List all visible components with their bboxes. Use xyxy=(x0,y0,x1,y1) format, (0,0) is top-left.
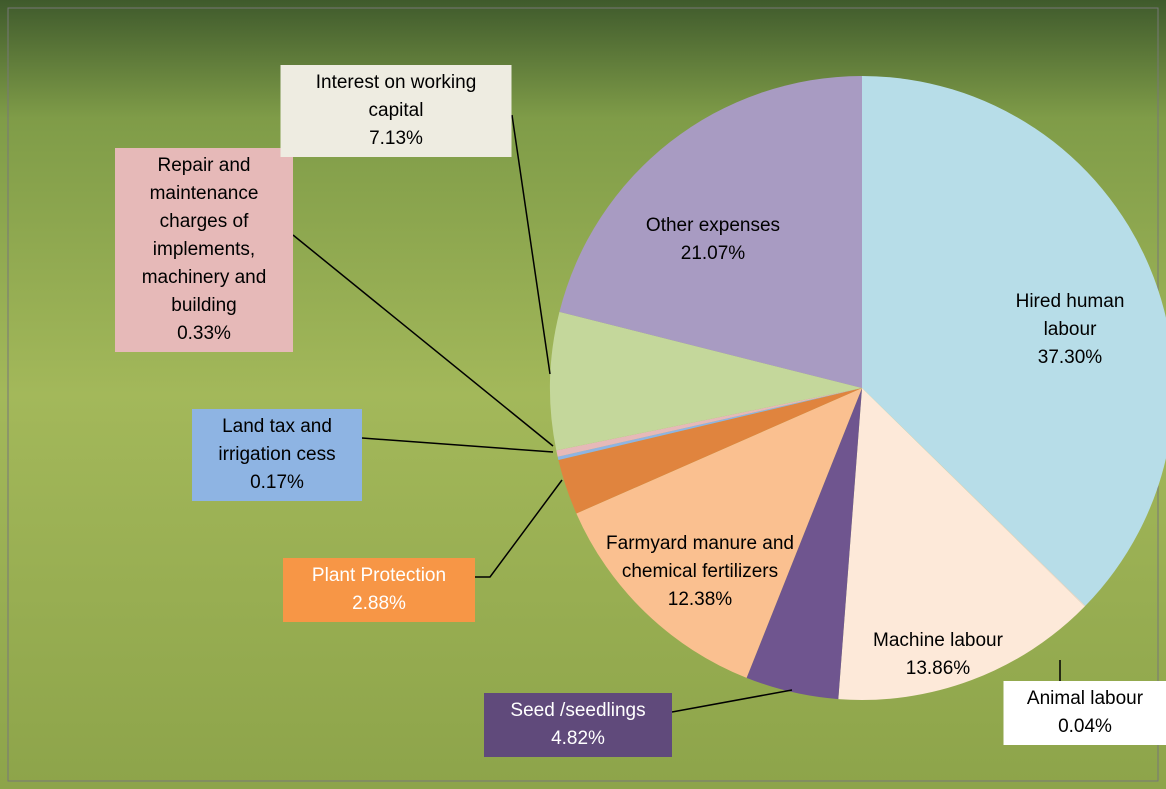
category-name: Farmyard manure and chemical fertilizers xyxy=(601,530,799,586)
percent-label: 4.82% xyxy=(490,725,666,753)
percent-label: 13.86% xyxy=(844,655,1032,683)
percent-label: 2.88% xyxy=(289,590,469,618)
percent-label: 0.17% xyxy=(198,469,356,497)
percent-label: 21.07% xyxy=(619,240,807,268)
percent-label: 0.33% xyxy=(121,320,287,348)
category-name: Repair and maintenance charges of implem… xyxy=(121,152,287,320)
category-name: Seed /seedlings xyxy=(490,697,666,725)
category-name: Machine labour xyxy=(844,627,1032,655)
category-name: Animal labour xyxy=(1010,685,1161,713)
category-name: Other expenses xyxy=(619,212,807,240)
data-label: Farmyard manure and chemical fertilizers… xyxy=(595,526,805,618)
percent-label: 37.30% xyxy=(991,344,1149,372)
category-name: Hired human labour xyxy=(991,288,1149,344)
chart: Hired human labour37.30% Animal labour0.0… xyxy=(0,0,1166,789)
percent-label: 12.38% xyxy=(601,586,799,614)
category-name: Land tax and irrigation cess xyxy=(198,413,356,469)
category-name: Interest on working capital xyxy=(287,69,506,125)
percent-label: 7.13% xyxy=(287,125,506,153)
category-name: Plant Protection xyxy=(289,562,469,590)
data-label: Repair and maintenance charges of implem… xyxy=(115,148,293,352)
percent-label: 0.04% xyxy=(1010,713,1161,741)
